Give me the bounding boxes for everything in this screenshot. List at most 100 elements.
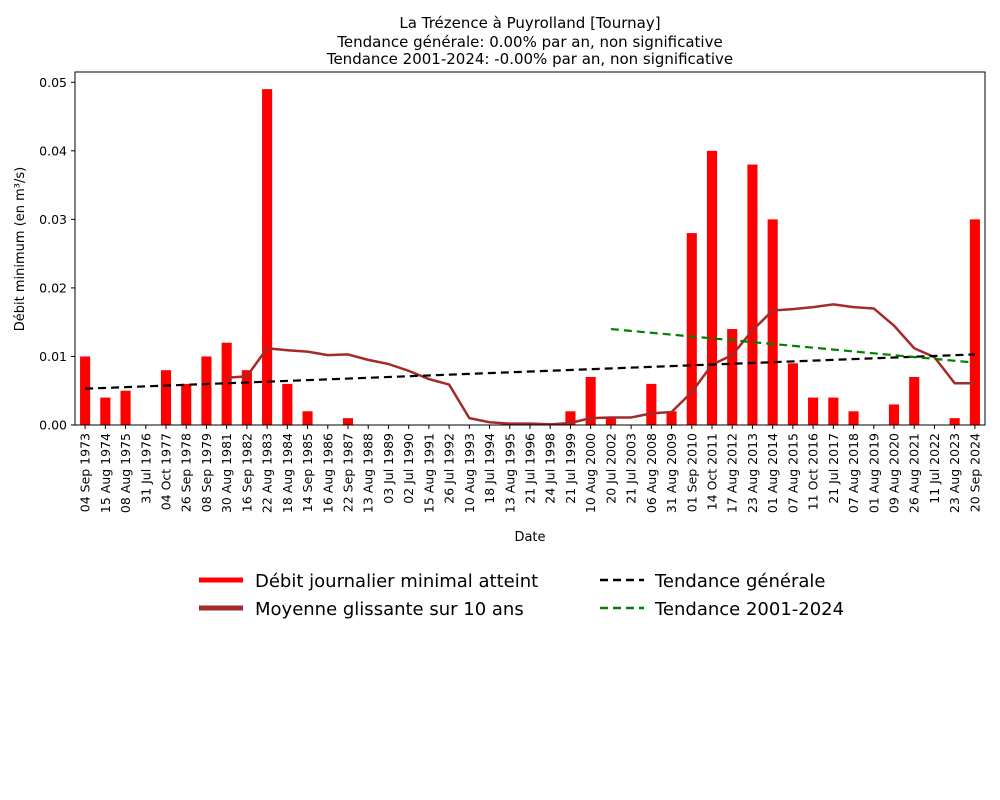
x-tick-label: 30 Aug 1981 xyxy=(219,433,234,513)
x-tick-label: 07 Aug 2018 xyxy=(846,433,861,513)
y-tick-label: 0.02 xyxy=(39,280,67,295)
x-tick-label: 07 Aug 2015 xyxy=(785,433,800,513)
x-tick-label: 21 Jul 1999 xyxy=(563,433,578,504)
x-tick-label: 21 Jul 1996 xyxy=(523,433,538,504)
y-tick-label: 0.03 xyxy=(39,212,67,227)
x-tick-label: 10 Aug 2000 xyxy=(583,433,598,513)
bar-30 xyxy=(686,233,697,425)
bar-36 xyxy=(808,397,819,425)
x-tick-label: 11 Oct 2016 xyxy=(806,433,821,510)
x-tick-label: 13 Aug 1995 xyxy=(502,433,517,513)
legend-label-debit: Débit journalier minimal atteint xyxy=(255,571,538,592)
x-tick-label: 26 Jul 1992 xyxy=(442,433,457,504)
bar-43 xyxy=(949,418,960,425)
x-tick-label: 14 Oct 2011 xyxy=(705,433,720,510)
bars-group xyxy=(80,89,980,425)
x-tick-label: 21 Jul 2003 xyxy=(624,433,639,504)
x-tick-label: 21 Jul 2017 xyxy=(826,433,841,504)
legend-label-tendance-generale: Tendance générale xyxy=(654,571,825,592)
legend-label-tendance-2001-2024: Tendance 2001-2024 xyxy=(654,599,844,620)
bar-13 xyxy=(342,418,354,425)
x-tick-label: 26 Sep 1978 xyxy=(179,433,194,512)
chart-title-line-3: Tendance 2001-2024: -0.00% par an, non s… xyxy=(326,50,733,68)
x-tick-label: 11 Jul 2022 xyxy=(927,433,942,504)
x-tick-label: 15 Aug 1974 xyxy=(98,433,113,513)
x-tick-label: 22 Aug 1983 xyxy=(260,433,275,513)
bar-35 xyxy=(787,363,798,425)
x-tick-label: 24 Jul 1998 xyxy=(543,433,558,504)
bar-29 xyxy=(666,411,677,425)
bar-34 xyxy=(767,219,778,425)
x-tick-label: 20 Jul 2002 xyxy=(603,433,618,504)
x-tick-label: 01 Aug 2019 xyxy=(866,433,881,513)
x-tick-label: 23 Aug 2023 xyxy=(947,433,962,513)
x-tick-label: 23 Aug 2013 xyxy=(745,433,760,513)
x-tick-label: 17 Aug 2012 xyxy=(725,433,740,513)
bar-8 xyxy=(241,370,252,425)
y-tick-label: 0.05 xyxy=(39,75,67,90)
bar-24 xyxy=(565,411,576,425)
x-tick-label: 14 Sep 1985 xyxy=(300,433,315,512)
x-tick-label: 13 Aug 1988 xyxy=(361,433,376,513)
bar-10 xyxy=(282,383,293,425)
bar-7 xyxy=(221,342,232,425)
x-tick-label: 01 Sep 2010 xyxy=(684,433,699,512)
bar-37 xyxy=(828,397,839,425)
x-tick-label: 04 Sep 1973 xyxy=(78,433,93,512)
legend-label-moyenne: Moyenne glissante sur 10 ans xyxy=(255,599,524,620)
x-tick-label: 02 Jul 1990 xyxy=(401,433,416,504)
legend: Débit journalier minimal atteint Tendanc… xyxy=(199,571,844,620)
y-tick-label: 0.00 xyxy=(39,418,67,433)
bar-1 xyxy=(100,397,111,425)
x-tick-label: 31 Jul 1976 xyxy=(138,433,153,504)
x-tick-label: 10 Aug 1993 xyxy=(462,433,477,513)
y-tick-label: 0.01 xyxy=(39,349,67,364)
trend-general-line xyxy=(85,353,975,390)
y-axis-label: Débit minimum (en m³/s) xyxy=(13,167,28,331)
x-tick-label: 06 Aug 2008 xyxy=(644,433,659,513)
bar-32 xyxy=(727,329,738,425)
bar-33 xyxy=(747,164,758,425)
x-tick-label: 08 Aug 1975 xyxy=(118,433,133,513)
bar-9 xyxy=(262,89,273,425)
bar-2 xyxy=(120,390,131,425)
chart-title-line-2: Tendance générale: 0.00% par an, non sig… xyxy=(336,33,722,51)
x-axis-label: Date xyxy=(514,530,545,545)
x-tick-label: 20 Sep 2024 xyxy=(967,433,982,512)
x-tick-label: 08 Sep 1979 xyxy=(199,433,214,512)
bar-6 xyxy=(201,356,212,425)
chart-title-line-1: La Trézence à Puyrolland [Tournay] xyxy=(399,14,660,32)
trend-2001-2024-line xyxy=(610,327,975,364)
bar-44 xyxy=(969,219,980,425)
x-axis: 04 Sep 1973 15 Aug 1974 08 Aug 1975 31 Jul … xyxy=(78,425,982,513)
x-tick-label: 18 Aug 1984 xyxy=(280,433,295,513)
lines-group xyxy=(85,303,975,426)
bar-28 xyxy=(646,383,657,425)
plot-frame xyxy=(74,71,986,426)
bar-40 xyxy=(888,404,900,425)
bar-5 xyxy=(181,383,192,425)
bar-0 xyxy=(80,356,91,425)
x-tick-label: 03 Jul 1989 xyxy=(381,433,396,504)
bar-41 xyxy=(909,377,920,425)
bar-26 xyxy=(605,418,616,425)
bar-31 xyxy=(706,150,718,425)
x-tick-label: 16 Sep 1982 xyxy=(239,433,254,512)
bar-38 xyxy=(848,411,859,425)
x-tick-label: 16 Aug 1986 xyxy=(320,433,335,513)
x-tick-label: 15 Aug 1991 xyxy=(421,433,436,513)
y-axis: 0.00 0.01 0.02 0.03 0.04 0.05 xyxy=(39,75,75,433)
bar-11 xyxy=(302,411,313,425)
x-tick-label: 01 Aug 2014 xyxy=(765,433,780,513)
y-tick-label: 0.04 xyxy=(39,143,67,158)
x-tick-label: 09 Aug 2020 xyxy=(887,433,902,513)
bar-4 xyxy=(160,370,172,425)
moving-average-line xyxy=(226,303,975,426)
x-tick-label: 22 Sep 1987 xyxy=(341,433,356,512)
x-tick-label: 18 Jul 1994 xyxy=(482,433,497,504)
x-tick-label: 31 Aug 2009 xyxy=(664,433,679,513)
x-tick-label: 26 Aug 2021 xyxy=(907,433,922,513)
bar-25 xyxy=(585,377,596,425)
x-tick-label: 04 Oct 1977 xyxy=(159,433,174,510)
